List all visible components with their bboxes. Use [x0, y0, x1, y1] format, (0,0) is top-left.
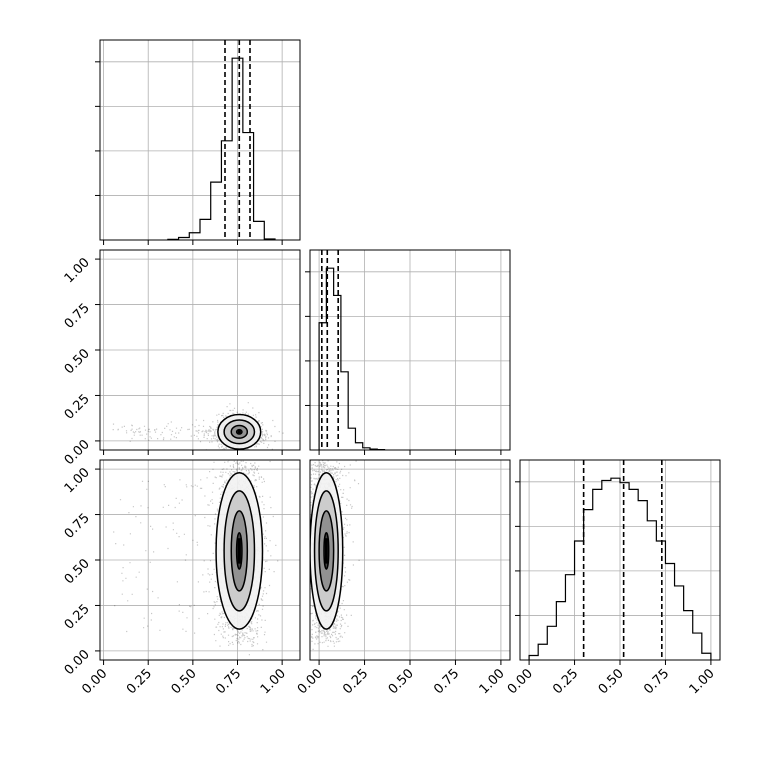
panel-content — [310, 460, 360, 650]
panel-content — [112, 402, 284, 450]
density-core — [237, 538, 241, 564]
density-core — [237, 430, 241, 434]
panel-content — [113, 460, 279, 656]
density-core — [324, 538, 328, 564]
scatter-panel-param-1-vs-2: 0.00 0.25 0.50 0.75 1.00 — [295, 459, 511, 697]
histogram-panel-param-0 — [95, 39, 301, 245]
panel-frame — [99, 39, 301, 241]
scatter-panel-param-0-vs-1: 0.000.250.500.751.00 — [62, 249, 301, 468]
histogram-panel-param-1 — [305, 249, 511, 455]
histogram-step — [167, 57, 276, 240]
histogram-step — [528, 477, 712, 660]
